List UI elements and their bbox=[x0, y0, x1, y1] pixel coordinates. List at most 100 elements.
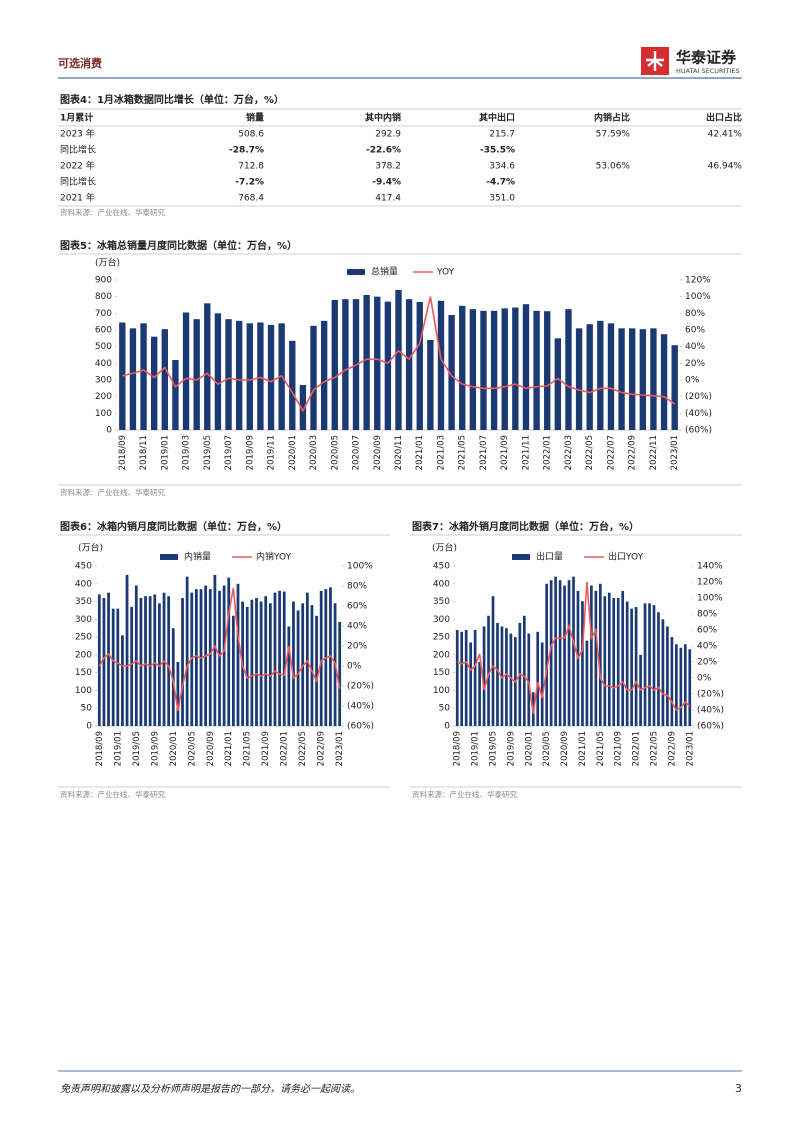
y2-tick-label: 80% bbox=[697, 610, 717, 620]
bar bbox=[320, 320, 328, 430]
chart-source: 资料来源：产业在线、华泰研究 bbox=[60, 789, 165, 799]
y2-tick-label: 40% bbox=[697, 642, 717, 652]
bar bbox=[500, 626, 504, 726]
y2-tick-label: 80% bbox=[685, 309, 705, 319]
bar bbox=[273, 592, 277, 726]
bar bbox=[214, 313, 222, 430]
bar bbox=[545, 583, 549, 726]
y-tick-label: 800 bbox=[95, 292, 112, 302]
x-tick-label: 2021/01 bbox=[415, 435, 425, 470]
bar bbox=[585, 640, 589, 726]
bar bbox=[287, 626, 291, 726]
table-cell: 53.06% bbox=[596, 162, 631, 172]
x-tick-label: 2021/09 bbox=[261, 731, 271, 766]
page-number: 3 bbox=[735, 1082, 742, 1095]
bar bbox=[612, 598, 616, 726]
y-axis-unit: (万台) bbox=[432, 542, 457, 554]
bar bbox=[130, 606, 134, 726]
bar bbox=[150, 336, 158, 430]
y-tick-label: 450 bbox=[433, 562, 450, 572]
table-cell: 42.41% bbox=[708, 130, 743, 140]
y-tick-label: 0 bbox=[444, 722, 450, 732]
y2-tick-label: 100% bbox=[347, 562, 373, 572]
bar bbox=[185, 576, 189, 726]
y-tick-label: 350 bbox=[75, 597, 92, 607]
y2-tick-label: (20%) bbox=[685, 392, 712, 402]
bar bbox=[505, 628, 508, 726]
x-tick-label: 2018/09 bbox=[95, 731, 105, 766]
row-label: 同比增长 bbox=[60, 176, 96, 188]
y2-tick-label: 100% bbox=[685, 292, 711, 302]
x-tick-label: 2020/09 bbox=[560, 731, 570, 766]
x-tick-label: 2020/09 bbox=[206, 731, 216, 766]
y-tick-label: 250 bbox=[75, 633, 92, 643]
x-tick-label: 2020/01 bbox=[524, 731, 534, 766]
y2-tick-label: 80% bbox=[347, 582, 367, 592]
x-tick-label: 2020/05 bbox=[330, 435, 340, 470]
row-label: 2023 年 bbox=[60, 128, 95, 140]
y2-tick-label: (40%) bbox=[697, 706, 724, 716]
line bbox=[122, 296, 676, 413]
table-cell: -28.7% bbox=[229, 146, 264, 156]
bar bbox=[598, 583, 602, 726]
bar bbox=[616, 598, 620, 726]
legend-label: 总销量 bbox=[371, 266, 398, 278]
bar bbox=[648, 603, 651, 726]
bar bbox=[236, 583, 240, 726]
x-tick-label: 2021/09 bbox=[500, 435, 510, 470]
bar bbox=[193, 319, 200, 430]
x-tick-label: 2023/01 bbox=[670, 435, 680, 470]
bar bbox=[282, 591, 286, 726]
y-tick-label: 500 bbox=[95, 342, 112, 352]
y-tick-label: 600 bbox=[95, 326, 112, 336]
bar bbox=[473, 630, 477, 726]
y2-tick-label: (60%) bbox=[685, 426, 712, 436]
y2-tick-label: 60% bbox=[347, 602, 367, 612]
x-tick-label: 2018/11 bbox=[139, 435, 149, 470]
x-tick-label: 2018/09 bbox=[453, 731, 463, 766]
bar bbox=[305, 592, 309, 726]
y-tick-label: 150 bbox=[75, 668, 92, 678]
bar bbox=[384, 301, 392, 430]
bar bbox=[558, 580, 562, 726]
bar bbox=[181, 598, 184, 726]
bar bbox=[158, 603, 161, 726]
bar bbox=[278, 590, 281, 726]
bar bbox=[607, 592, 611, 726]
x-tick-label: 2020/01 bbox=[288, 435, 298, 470]
y-tick-label: 100 bbox=[95, 409, 112, 419]
x-tick-label: 2021/09 bbox=[614, 731, 624, 766]
table-cell: -9.4% bbox=[372, 178, 401, 188]
logo-sub: HUATAI SECURITIES bbox=[676, 67, 740, 75]
bar bbox=[554, 576, 557, 726]
x-tick-label: 2019/09 bbox=[150, 731, 160, 766]
bar bbox=[544, 311, 551, 430]
legend-label: YOY bbox=[436, 268, 455, 278]
logo-glyph bbox=[646, 51, 664, 71]
legend-label: 出口量 bbox=[536, 551, 563, 563]
legend-label: 内销YOY bbox=[256, 551, 292, 563]
table-cell: 46.94% bbox=[708, 162, 743, 172]
x-tick-label: 2021/01 bbox=[224, 731, 234, 766]
bar bbox=[374, 296, 381, 430]
bar bbox=[134, 585, 138, 726]
bar bbox=[225, 319, 232, 430]
bar bbox=[482, 626, 486, 726]
bar bbox=[107, 592, 110, 726]
y2-tick-label: 20% bbox=[347, 642, 367, 652]
chart-source: 资料来源：产业在线、华泰研究 bbox=[412, 789, 517, 799]
bar bbox=[597, 320, 604, 430]
x-tick-label: 2018/09 bbox=[118, 435, 128, 470]
legend-label: 出口YOY bbox=[608, 551, 644, 563]
legend-swatch bbox=[347, 269, 365, 275]
x-tick-label: 2019/11 bbox=[267, 435, 277, 470]
bar bbox=[683, 644, 687, 726]
legend-swatch bbox=[512, 554, 530, 560]
bar bbox=[331, 300, 338, 430]
x-tick-label: 2019/01 bbox=[471, 731, 481, 766]
x-tick-label: 2019/05 bbox=[203, 435, 213, 470]
bar bbox=[153, 594, 157, 726]
chart-title: 图表5：冰箱总销量月度同比数据（单位：万台，%） bbox=[60, 239, 297, 252]
bar bbox=[469, 309, 477, 430]
